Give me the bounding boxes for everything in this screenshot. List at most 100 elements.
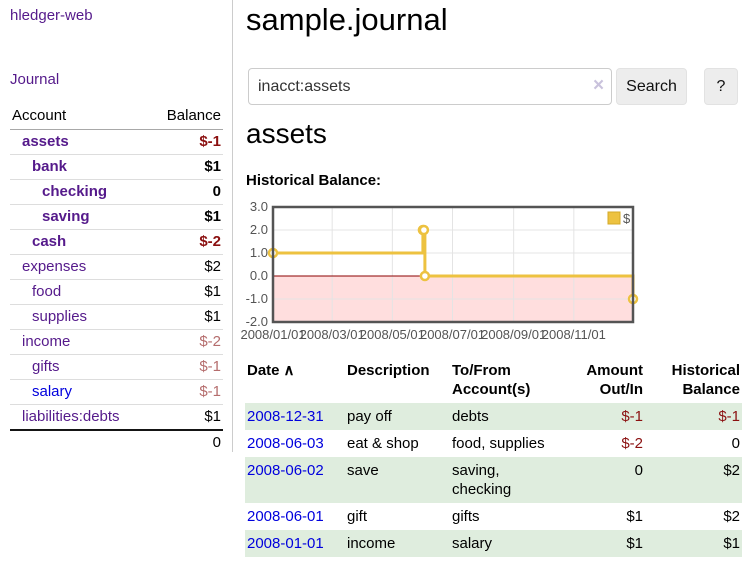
register-amount-cell: $-2 [621, 435, 643, 452]
account-row: supplies $1 [10, 304, 223, 330]
account-row: salary $-1 [10, 379, 223, 405]
search-button[interactable]: Search [616, 68, 687, 105]
account-row: gifts $-1 [10, 354, 223, 380]
chart-x-tick-label: 2008/01/01 [240, 327, 306, 342]
account-name-cell: income [10, 329, 150, 355]
sidebar-item-income[interactable]: income [22, 333, 71, 350]
app-title-link[interactable]: hledger-web [10, 7, 93, 24]
sidebar-item-liabilities-debts[interactable]: liabilities:debts [22, 408, 120, 425]
account-row: assets $-1 [10, 130, 223, 155]
register-table: Date ∧ Description To/From Account(s) Amo… [245, 360, 742, 557]
chart-y-tick-label: 0.0 [249, 268, 268, 283]
page-title: sample.journal [246, 2, 448, 37]
account-row: food $1 [10, 279, 223, 305]
register-date-cell: 2008-12-31 [245, 403, 345, 430]
register-balance-cell: $-1 [718, 408, 740, 425]
chart-x-tick-label: 2008/07/01 [419, 327, 486, 342]
register-accounts-cell: debts [452, 408, 489, 425]
account-row: liabilities:debts $1 [10, 404, 223, 430]
register-row: 2008-12-31 pay off debts $-1 $-1 [245, 403, 742, 430]
accounts-table: Account Balance assets $-1 bank $1 checking 0… [10, 104, 223, 455]
register-balance-cell: $2 [723, 508, 740, 525]
account-row: saving $1 [10, 204, 223, 230]
account-name-cell: liabilities:debts [10, 404, 150, 430]
account-row: income $-2 [10, 329, 223, 355]
register-date-cell: 2008-06-03 [245, 430, 345, 457]
account-balance: $-1 [149, 354, 223, 380]
register-date-link[interactable]: 2008-06-03 [247, 435, 324, 452]
register-description-cell: gift [347, 508, 368, 525]
chart-x-tick-label: 2008/09/01 [481, 327, 547, 342]
account-name-cell: gifts [10, 354, 150, 380]
register-date-link[interactable]: 2008-01-01 [247, 535, 324, 552]
register-date-link[interactable]: 2008-06-02 [247, 462, 324, 479]
search-input[interactable] [248, 68, 612, 105]
register-accounts-cell: saving, checking [452, 462, 512, 498]
register-row: 2008-06-01 gift gifts $1 $2 [245, 503, 742, 530]
register-date-cell: 2008-06-01 [245, 503, 345, 530]
register-header-amount: Amount Out/In [586, 362, 643, 398]
chart-x-tick-label: 2008/05/01 [359, 327, 425, 342]
sidebar-item-salary[interactable]: salary [32, 383, 73, 400]
account-balance: $-2 [149, 229, 223, 255]
register-amount-cell: 0 [634, 462, 643, 479]
register-amount-cell: $1 [626, 535, 643, 552]
account-row: bank $1 [10, 154, 223, 180]
chart-canvas: $ [267, 205, 639, 324]
chart-y-tick-label: -2.0 [245, 314, 268, 329]
sidebar-divider [232, 0, 233, 452]
account-balance: $1 [149, 154, 223, 180]
chart-y-tick-label: -1.0 [245, 291, 268, 306]
register-accounts-cell: salary [452, 535, 493, 552]
chart-data-point[interactable] [418, 224, 430, 236]
account-row: checking 0 [10, 179, 223, 205]
account-name-cell: food [10, 279, 150, 305]
account-row: expenses $2 [10, 254, 223, 280]
register-balance-cell: $2 [723, 462, 740, 479]
account-name-cell: salary [10, 379, 150, 405]
accounts-total-spacer [10, 429, 150, 455]
chart-section-label: Historical Balance: [246, 172, 382, 189]
register-amount-cell: $-1 [621, 408, 643, 425]
sidebar-item-saving[interactable]: saving [42, 208, 90, 225]
help-button[interactable]: ? [704, 68, 738, 105]
sidebar-item-journal[interactable]: Journal [10, 71, 60, 88]
chart-y-tick-label: 3.0 [249, 199, 268, 214]
sidebar-item-assets[interactable]: assets [22, 133, 69, 150]
account-name-cell: checking [10, 179, 150, 205]
register-row: 2008-06-03 eat & shop food, supplies $-2 0 [245, 430, 742, 457]
chart-x-tick-label: 2008/03/01 [299, 327, 365, 342]
account-heading: assets [246, 118, 327, 149]
register-header-date[interactable]: Date ∧ [245, 360, 345, 403]
chart-legend-swatch [607, 211, 621, 225]
account-balance: $1 [149, 404, 223, 430]
sidebar-item-supplies[interactable]: supplies [32, 308, 88, 325]
register-date-cell: 2008-06-02 [245, 457, 345, 503]
account-name-cell: cash [10, 229, 150, 255]
register-accounts-cell: food, supplies [452, 435, 545, 452]
accounts-header-account: Account [10, 104, 150, 130]
sidebar-item-expenses[interactable]: expenses [22, 258, 87, 275]
register-row: 2008-01-01 income salary $1 $1 [245, 530, 742, 557]
register-description-cell: income [347, 535, 396, 552]
account-name-cell: expenses [10, 254, 150, 280]
register-balance-cell: $1 [723, 535, 740, 552]
sidebar-item-bank[interactable]: bank [32, 158, 68, 175]
clear-search-icon[interactable]: × [593, 75, 605, 96]
chart-data-point[interactable] [419, 270, 431, 282]
sidebar-item-checking[interactable]: checking [42, 183, 108, 200]
account-name-cell: assets [10, 130, 149, 155]
account-balance: $-1 [149, 379, 223, 405]
register-date-link[interactable]: 2008-06-01 [247, 508, 324, 525]
register-amount-cell: $1 [626, 508, 643, 525]
sidebar-item-food[interactable]: food [32, 283, 62, 300]
account-row: cash $-2 [10, 229, 223, 255]
account-balance: $1 [149, 279, 223, 305]
accounts-total-row: 0 [10, 429, 223, 455]
chart-y-tick-label: 2.0 [249, 222, 268, 237]
sidebar-item-cash[interactable]: cash [32, 233, 67, 250]
register-header-date-label: Date [247, 362, 280, 379]
register-date-link[interactable]: 2008-12-31 [247, 408, 324, 425]
historical-balance-chart[interactable]: $ 3.0 2.0 1.0 0.0 -1.0 -2.0 2008/01/01 2008/03/… [240, 198, 742, 348]
sidebar-item-gifts[interactable]: gifts [32, 358, 60, 375]
